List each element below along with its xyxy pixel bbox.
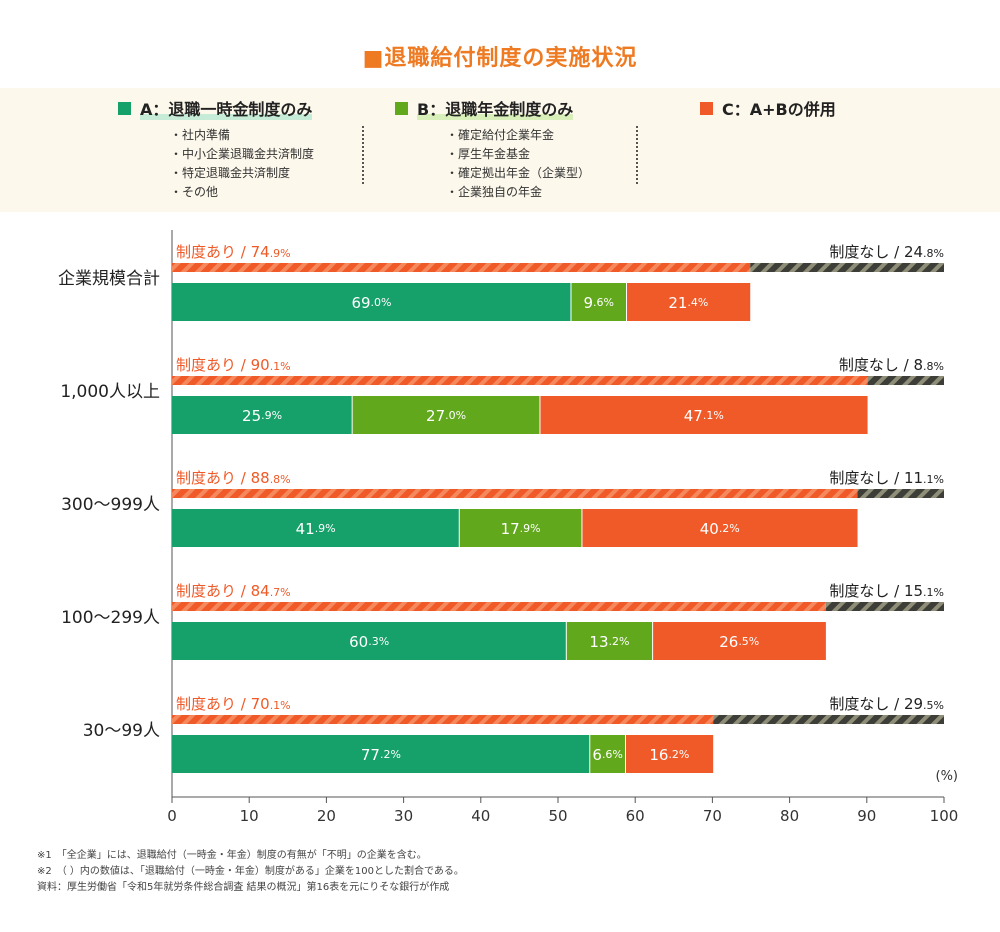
bar-value-label: 27.0% <box>426 407 466 425</box>
legend-panel <box>0 88 1000 212</box>
bar-segment-a <box>172 509 460 547</box>
bar-segment-c <box>626 283 751 321</box>
has-system-bar <box>172 715 714 724</box>
bar-segment-b <box>566 622 653 660</box>
legend-a-subitem: ・社内準備 <box>170 128 231 142</box>
bar-segment-b <box>459 509 582 547</box>
legend-swatch-b <box>395 101 408 115</box>
x-tick-label: 20 <box>317 807 336 825</box>
bar-segment-c <box>652 622 826 660</box>
bar-segment-b <box>589 735 626 773</box>
x-tick-label: 100 <box>930 807 959 825</box>
legend-b-subitem: ・確定拠出年金（企業型） <box>446 166 591 180</box>
no-system-label: 制度なし / 29.5% <box>829 695 944 713</box>
legend-b-subitem: ・企業独自の年金 <box>446 185 543 199</box>
no-system-label: 制度なし / 11.1% <box>829 469 944 487</box>
bar-segment-a <box>172 622 567 660</box>
bar-value-label: 60.3% <box>349 633 389 651</box>
legend-b-sublist: ・確定給付企業年金 ・厚生年金基金 ・確定拠出年金（企業型） ・企業独自の年金 <box>446 126 590 202</box>
legend-a-subitem: ・特定退職金共済制度 <box>170 166 291 180</box>
x-unit-label: (%) <box>936 769 959 784</box>
has-system-bar <box>172 263 751 272</box>
bar-value-label: 21.4% <box>668 294 708 312</box>
bar-value-label: 69.0% <box>351 294 391 312</box>
bar-segment-a <box>172 735 590 773</box>
bar-value-label: 9.6% <box>583 294 614 312</box>
legend-item-c: C：A+Bの併用 <box>700 96 836 120</box>
bar-value-label: 17.9% <box>501 520 541 538</box>
x-tick-label: 70 <box>703 807 722 825</box>
no-system-bar <box>713 715 944 724</box>
bar-segment-a <box>172 283 571 321</box>
bar-value-label: 6.6% <box>592 746 623 764</box>
x-tick-label: 40 <box>471 807 490 825</box>
legend-a-subitem: ・中小企業退職金共済制度 <box>170 147 315 161</box>
footnote-source: 資料：厚生労働省「令和5年就労条件総合調査 結果の概況」第16表を元にりそな銀行… <box>37 882 450 893</box>
has-system-bar <box>172 376 868 385</box>
has-system-bar <box>172 489 858 498</box>
legend-divider <box>636 126 638 184</box>
x-tick-label: 80 <box>780 807 799 825</box>
no-system-label: 制度なし / 24.8% <box>829 243 944 261</box>
x-tick-label: 0 <box>167 807 177 825</box>
legend-item-a: A：退職一時金制度のみ <box>118 96 312 120</box>
footnote-1: ※1 「全企業」には、退職給付（一時金・年金）制度の有無が「不明」の企業を含む。 <box>37 850 427 861</box>
legend-swatch-a <box>118 101 131 115</box>
legend-a-sublist: ・社内準備 ・中小企業退職金共済制度 ・特定退職金共済制度 ・その他 <box>170 126 314 202</box>
has-system-label: 制度あり / 74.9% <box>176 243 291 261</box>
x-tick-label: 30 <box>394 807 413 825</box>
bar-value-label: 77.2% <box>361 746 401 764</box>
bar-segment-b <box>352 396 540 434</box>
legend-label-b: B：退職年金制度のみ <box>417 96 573 120</box>
bar-segment-a <box>172 396 353 434</box>
x-tick-label: 90 <box>857 807 876 825</box>
bar-value-label: 41.9% <box>296 520 336 538</box>
x-tick-label: 60 <box>626 807 645 825</box>
legend-divider <box>362 126 364 184</box>
legend-b-subitem: ・厚生年金基金 <box>446 147 531 161</box>
has-system-label: 制度あり / 84.7% <box>176 582 291 600</box>
bar-segment-b <box>570 283 627 321</box>
no-system-bar <box>857 489 944 498</box>
has-system-label: 制度あり / 88.8% <box>176 469 291 487</box>
legend-label-a: A：退職一時金制度のみ <box>140 96 312 120</box>
legend-swatch-c <box>700 101 713 115</box>
legend-b-subitem: ・確定給付企業年金 <box>446 128 555 142</box>
bar-value-label: 26.5% <box>719 633 759 651</box>
bar-value-label: 40.2% <box>700 520 740 538</box>
category-label: 100〜299人 <box>61 608 160 628</box>
has-system-label: 制度あり / 70.1% <box>176 695 291 713</box>
bar-value-label: 16.2% <box>649 746 689 764</box>
has-system-bar <box>172 602 826 611</box>
no-system-bar <box>867 376 944 385</box>
bar-value-label: 13.2% <box>589 633 629 651</box>
no-system-label: 制度なし / 15.1% <box>829 582 944 600</box>
x-tick-label: 10 <box>240 807 259 825</box>
bar-value-label: 25.9% <box>242 407 282 425</box>
category-label: 300〜999人 <box>61 495 160 515</box>
chart-title: ■退職給付制度の実施状況 <box>362 46 638 71</box>
has-system-label: 制度あり / 90.1% <box>176 356 291 374</box>
category-label: 企業規模合計 <box>58 269 160 289</box>
legend-item-b: B：退職年金制度のみ <box>395 96 573 120</box>
bar-segment-c <box>581 509 858 547</box>
no-system-label: 制度なし / 8.8% <box>839 356 944 374</box>
no-system-bar <box>825 602 944 611</box>
category-label: 30〜99人 <box>83 721 160 741</box>
x-tick-label: 50 <box>548 807 567 825</box>
no-system-bar <box>750 263 944 272</box>
legend-label-c: C：A+Bの併用 <box>722 100 836 119</box>
bar-value-label: 47.1% <box>684 407 724 425</box>
bar-segment-c <box>539 396 868 434</box>
legend-a-subitem: ・その他 <box>170 185 219 199</box>
bar-segment-c <box>625 735 714 773</box>
category-label: 1,000人以上 <box>60 382 160 402</box>
footnote-2: ※2 （ ）内の数値は、「退職給付（一時金・年金）制度がある」企業を100とした… <box>37 866 464 877</box>
